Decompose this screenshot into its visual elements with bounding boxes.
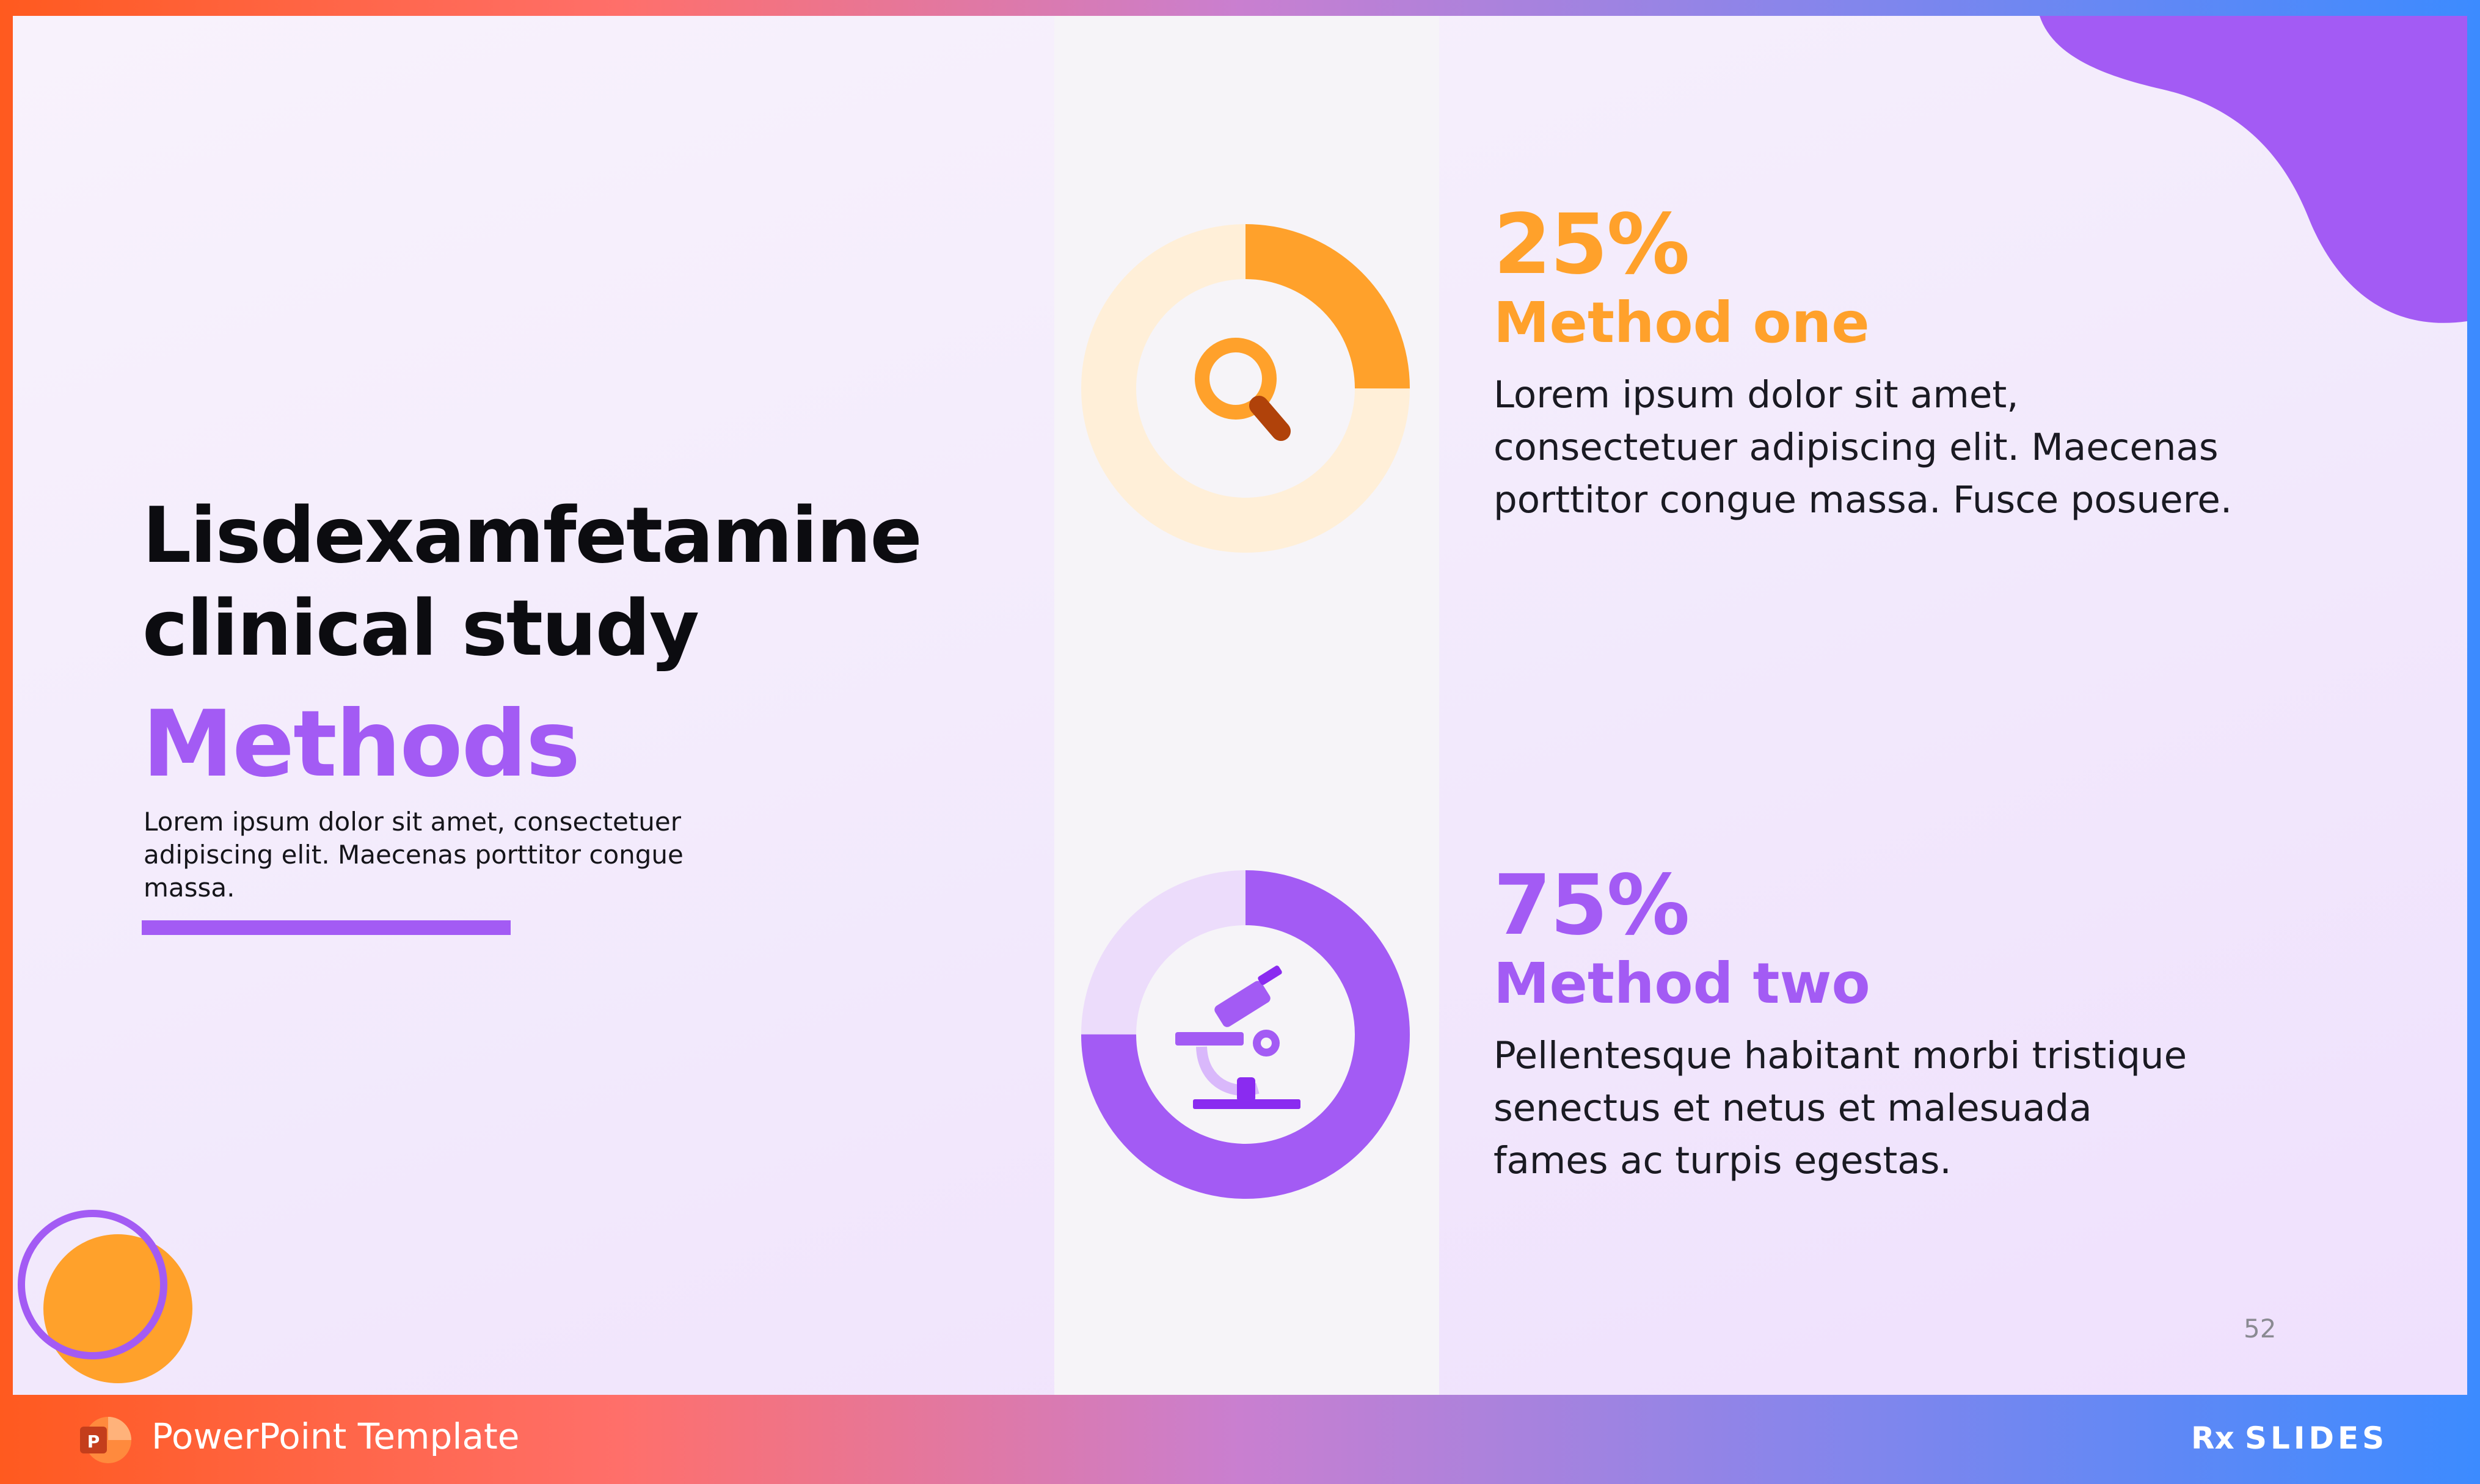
logo-mark: Rx: [2191, 1420, 2234, 1456]
method-one-label: Method one: [1493, 290, 1870, 355]
description-line: fames ac turpis egestas.: [1493, 1139, 1952, 1182]
powerpoint-icon: P: [80, 1417, 131, 1463]
method-one-donut-chart: [1081, 224, 1410, 553]
slide: Lisdexamfetamine clinical study Methods …: [13, 16, 2467, 1395]
method-one-percent: 25%: [1493, 197, 1690, 293]
title-line-1: Lisdexamfetamine: [142, 490, 922, 580]
corner-blob: [2040, 16, 2467, 323]
description-line: porttitor congue massa. Fusce posuere.: [1493, 478, 2233, 522]
magnifier-icon: [1195, 338, 1291, 441]
slide-title: Lisdexamfetamine clinical study: [142, 489, 936, 675]
description-line: senectus et netus et malesuada: [1493, 1086, 2092, 1130]
decorative-ring: [18, 1210, 167, 1359]
description-line: Lorem ipsum dolor sit amet,: [1493, 373, 2019, 416]
rxslides-logo: Rx SLIDES: [2191, 1420, 2388, 1456]
donut-value-arc: [1081, 870, 1410, 1199]
method-two-description: Pellentesque habitant morbi tristique se…: [1493, 1030, 2288, 1187]
accent-divider: [142, 920, 511, 935]
donut-value-arc: [1081, 224, 1410, 553]
footer-label: PowerPoint Template: [151, 1416, 520, 1457]
intro-text: Lorem ipsum dolor sit amet, consectetuer…: [144, 807, 684, 903]
description-line: Pellentesque habitant morbi tristique: [1493, 1034, 2187, 1077]
slide-subtitle: Methods: [142, 691, 580, 798]
svg-text:P: P: [87, 1431, 100, 1452]
method-two-donut-chart: [1081, 870, 1410, 1199]
method-one-description: Lorem ipsum dolor sit amet, consectetuer…: [1493, 369, 2288, 526]
description-line: consectetuer adipiscing elit. Maecenas: [1493, 426, 2219, 469]
method-two-block: 75% Method two Pellentesque habitant mor…: [1493, 860, 2288, 1187]
method-two-percent: 75%: [1493, 857, 1690, 954]
page-number: 52: [2244, 1314, 2277, 1344]
title-line-2: clinical study: [142, 583, 699, 673]
logo-text: SLIDES: [2245, 1420, 2388, 1456]
method-two-label: Method two: [1493, 951, 1870, 1016]
method-one-block: 25% Method one Lorem ipsum dolor sit ame…: [1493, 199, 2288, 526]
microscope-icon: [1175, 966, 1300, 1109]
